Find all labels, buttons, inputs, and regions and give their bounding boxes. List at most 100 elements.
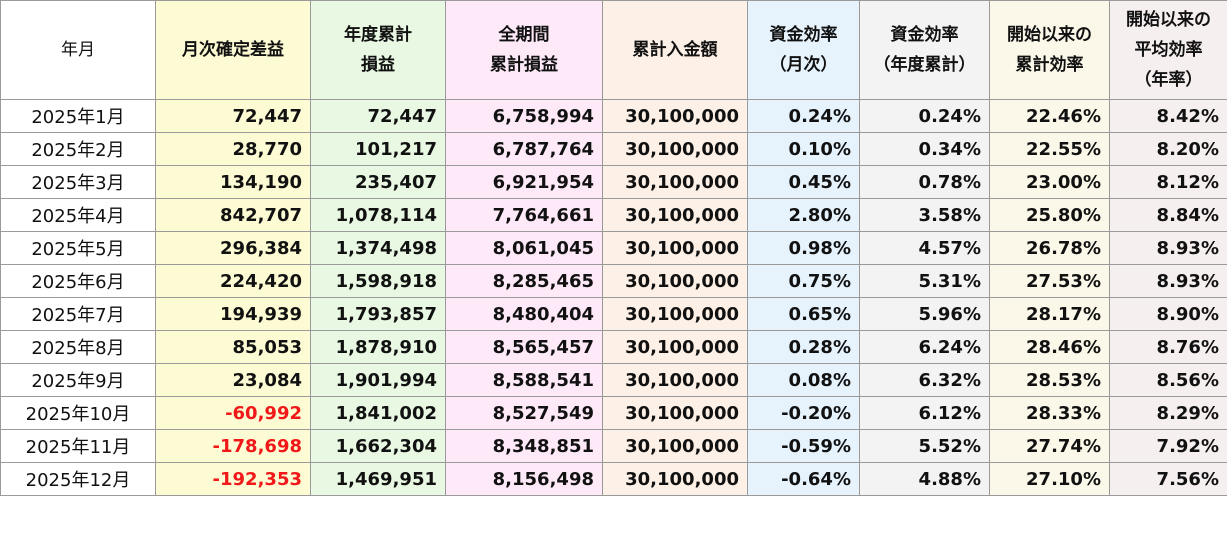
cell-ytd-profit: 235,407 [310,165,446,199]
table-row: 2025年12月 -192,353 1,469,951 8,156,498 30,100… [0,462,1227,496]
cell-deposit: 30,100,000 [602,429,748,463]
cell-efficiency-annualized: 8.20% [1109,132,1227,166]
header-row: 年月 月次確定差益 年度累計 損益 全期間 累計損益 累計入金額 資金効率 （月次） 資金効率 （年… [0,0,1227,100]
cell-monthly-profit: 72,447 [155,99,311,133]
cell-monthly-profit: 224,420 [155,264,311,298]
header-month-line: 年月 [61,40,95,60]
cell-month: 2025年1月 [0,99,156,133]
cell-efficiency-cumulative: 28.33% [989,396,1110,430]
cell-efficiency-annualized: 8.12% [1109,165,1227,199]
cell-month: 2025年5月 [0,231,156,265]
header-efficiency-annualized-line: （年率） [1134,70,1203,90]
header-ytd-profit-line: 損益 [361,55,395,75]
cell-efficiency-ytd: 0.34% [859,132,990,166]
cell-monthly-profit: 134,190 [155,165,311,199]
cell-efficiency-monthly: 2.80% [747,198,860,232]
cell-efficiency-monthly: -0.64% [747,462,860,496]
cell-efficiency-cumulative: 27.74% [989,429,1110,463]
cell-monthly-profit: -192,353 [155,462,311,496]
cell-efficiency-ytd: 3.58% [859,198,990,232]
header-efficiency-annualized: 開始以来の 平均効率 （年率） [1109,0,1227,100]
cell-efficiency-ytd: 6.24% [859,330,990,364]
cell-ytd-profit: 1,841,002 [310,396,446,430]
header-efficiency-cumulative-line: 累計効率 [1015,55,1084,75]
cell-efficiency-annualized: 8.84% [1109,198,1227,232]
cell-ytd-profit: 1,662,304 [310,429,446,463]
cell-ytd-profit: 101,217 [310,132,446,166]
cell-efficiency-annualized: 8.42% [1109,99,1227,133]
cell-efficiency-cumulative: 27.53% [989,264,1110,298]
cell-efficiency-ytd: 5.52% [859,429,990,463]
table-row: 2025年5月 296,384 1,374,498 8,061,045 30,100,0… [0,231,1227,265]
cell-monthly-profit: 85,053 [155,330,311,364]
cell-efficiency-annualized: 8.90% [1109,297,1227,331]
cell-total-profit: 7,764,661 [445,198,603,232]
cell-month: 2025年3月 [0,165,156,199]
cell-month: 2025年7月 [0,297,156,331]
cell-deposit: 30,100,000 [602,297,748,331]
cell-ytd-profit: 1,374,498 [310,231,446,265]
cell-total-profit: 8,156,498 [445,462,603,496]
cell-total-profit: 8,588,541 [445,363,603,397]
cell-efficiency-annualized: 7.56% [1109,462,1227,496]
header-efficiency-annualized-line: 平均効率 [1134,40,1203,60]
cell-efficiency-monthly: 0.24% [747,99,860,133]
cell-deposit: 30,100,000 [602,132,748,166]
cell-total-profit: 8,348,851 [445,429,603,463]
cell-month: 2025年12月 [0,462,156,496]
cell-efficiency-monthly: 0.28% [747,330,860,364]
table-header: 年月 月次確定差益 年度累計 損益 全期間 累計損益 累計入金額 資金効率 （月次） 資金効率 （年… [0,0,1227,100]
cell-efficiency-monthly: 0.65% [747,297,860,331]
cell-monthly-profit: -60,992 [155,396,311,430]
cell-efficiency-ytd: 6.32% [859,363,990,397]
cell-efficiency-cumulative: 26.78% [989,231,1110,265]
cell-efficiency-monthly: 0.75% [747,264,860,298]
table-row: 2025年7月 194,939 1,793,857 8,480,404 30,100,0… [0,297,1227,331]
cell-efficiency-cumulative: 25.80% [989,198,1110,232]
cell-efficiency-monthly: 0.10% [747,132,860,166]
cell-ytd-profit: 1,469,951 [310,462,446,496]
cell-ytd-profit: 1,078,114 [310,198,446,232]
cell-deposit: 30,100,000 [602,165,748,199]
header-ytd-profit-line: 年度累計 [344,25,412,45]
cell-month: 2025年11月 [0,429,156,463]
header-month: 年月 [0,0,156,100]
cell-efficiency-monthly: -0.20% [747,396,860,430]
cell-efficiency-annualized: 8.29% [1109,396,1227,430]
table-row: 2025年11月 -178,698 1,662,304 8,348,851 30,100… [0,429,1227,463]
table-row: 2025年8月 85,053 1,878,910 8,565,457 30,100,00… [0,330,1227,364]
table-row: 2025年1月 72,447 72,447 6,758,994 30,100,000 0.… [0,99,1227,133]
cell-month: 2025年8月 [0,330,156,364]
header-efficiency-ytd-line: 資金効率 [890,25,959,45]
cell-efficiency-annualized: 8.76% [1109,330,1227,364]
cell-efficiency-cumulative: 22.55% [989,132,1110,166]
cell-month: 2025年6月 [0,264,156,298]
cell-efficiency-ytd: 6.12% [859,396,990,430]
cell-efficiency-ytd: 0.24% [859,99,990,133]
header-efficiency-cumulative: 開始以来の 累計効率 [989,0,1110,100]
cell-deposit: 30,100,000 [602,99,748,133]
cell-efficiency-cumulative: 23.00% [989,165,1110,199]
cell-month: 2025年10月 [0,396,156,430]
header-total-profit: 全期間 累計損益 [445,0,603,100]
profit-table: 年月 月次確定差益 年度累計 損益 全期間 累計損益 累計入金額 資金効率 （月次） 資金効率 （年… [0,0,1227,496]
cell-deposit: 30,100,000 [602,363,748,397]
cell-monthly-profit: 194,939 [155,297,311,331]
header-monthly-profit: 月次確定差益 [155,0,311,100]
cell-efficiency-annualized: 8.93% [1109,231,1227,265]
cell-efficiency-cumulative: 27.10% [989,462,1110,496]
cell-efficiency-annualized: 7.92% [1109,429,1227,463]
cell-efficiency-annualized: 8.56% [1109,363,1227,397]
cell-ytd-profit: 1,793,857 [310,297,446,331]
cell-month: 2025年2月 [0,132,156,166]
cell-ytd-profit: 1,878,910 [310,330,446,364]
header-total-profit-line: 累計損益 [490,55,558,75]
cell-total-profit: 6,787,764 [445,132,603,166]
header-deposit: 累計入金額 [602,0,748,100]
cell-efficiency-ytd: 4.57% [859,231,990,265]
header-efficiency-ytd: 資金効率 （年度累計） [859,0,990,100]
cell-ytd-profit: 1,901,994 [310,363,446,397]
cell-deposit: 30,100,000 [602,264,748,298]
cell-efficiency-cumulative: 28.17% [989,297,1110,331]
cell-efficiency-ytd: 4.88% [859,462,990,496]
